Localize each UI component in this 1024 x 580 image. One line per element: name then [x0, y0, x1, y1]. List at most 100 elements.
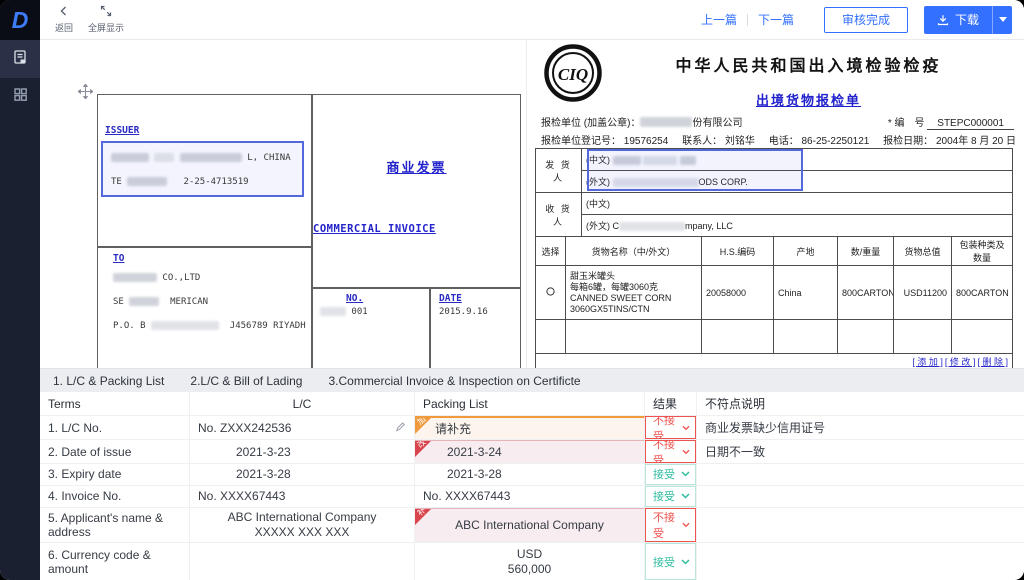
result-select[interactable]: 接受	[645, 485, 696, 507]
result-select[interactable]: 不接受	[645, 440, 696, 463]
term-cell: 5. Applicant's name & address	[40, 507, 190, 543]
goods-name-spec: 每箱6罐，每罐3060克	[570, 281, 659, 292]
goods-hs-cell: 20058000	[701, 265, 774, 320]
consignor-label: 发 货 人	[535, 148, 582, 193]
badge-modify: 改	[415, 441, 431, 457]
date-group: 报检日期： 2004年 8 月 20 日	[883, 132, 1016, 147]
goods-header-origin: 产地	[773, 236, 838, 266]
comparison-section: 1. L/C & Packing List 2.L/C & Bill of La…	[40, 368, 1024, 580]
goods-value-cell: USD11200	[893, 265, 952, 320]
to-prefix: SE	[113, 297, 124, 307]
next-doc-link[interactable]: 下一篇	[757, 13, 794, 27]
goods-header-package: 包装种类及数量	[951, 236, 1013, 266]
term-cell: 6. Currency code & amount	[40, 543, 190, 580]
download-button[interactable]: 下载	[923, 5, 992, 34]
term-cell: 2. Date of issue	[40, 440, 190, 463]
redacted-text	[129, 297, 160, 306]
lc-cell	[190, 543, 415, 580]
result-select[interactable]: 不接受	[645, 416, 696, 439]
result-select[interactable]: 接受	[645, 464, 696, 485]
goods-header-select: 选择	[535, 236, 566, 266]
fullscreen-button[interactable]: 全屏显示	[88, 5, 124, 34]
serial-label: * 编 号	[887, 118, 925, 129]
goods-header-value: 货物总值	[893, 236, 952, 266]
radio-icon[interactable]	[546, 287, 555, 296]
col-packing-list: Packing List	[415, 392, 645, 415]
redacted-text	[154, 153, 175, 162]
goods-header-qty: 数/重量	[837, 236, 894, 266]
compare-row-lc-no: 1. L/C No. No. ZXXX242536 加请补充 不接受 商业发票缺…	[40, 416, 1024, 440]
move-handle-icon[interactable]	[77, 83, 94, 104]
invoice-title-cn: 商业发票	[386, 160, 447, 175]
inspection-subtitle: 出境货物报检单	[755, 93, 861, 108]
contact-label: 联系人：	[682, 136, 723, 147]
to-suffix: MERICAN	[170, 297, 209, 307]
redacted-text	[612, 178, 699, 188]
sidebar: D	[0, 0, 40, 580]
consignee-en-suffix: mpany, LLC	[685, 221, 733, 231]
party-table-wrap: 发 货 人 (中文) (外文) ODS CORP. 收 货 人 (中文)	[535, 148, 1013, 237]
prev-doc-link[interactable]: 上一篇	[700, 13, 737, 27]
term-cell: 1. L/C No.	[40, 416, 190, 439]
col-remark: 不符点说明	[705, 397, 766, 411]
app-logo: D	[0, 0, 40, 40]
tab-lc-packing-list[interactable]: 1. L/C & Packing List	[53, 373, 165, 388]
invoice-page: ISSUER L, CHINA TE 2-25-4713519 TO CO.,L	[97, 94, 521, 368]
lc-cell: 2021-3-23	[190, 440, 415, 463]
reg-group: 报检单位登记号： 19576254	[541, 132, 668, 147]
to-city: J456789 RIYADH	[229, 321, 306, 331]
back-button[interactable]: 返回	[55, 5, 73, 34]
delete-link[interactable]: 删 除	[977, 357, 1008, 367]
review-complete-button[interactable]: 审核完成	[823, 6, 908, 33]
issuer-country: L, CHINA	[247, 153, 291, 163]
tel-number: 2-25-4713519	[183, 177, 249, 187]
redacted-text	[179, 153, 242, 162]
redacted-text	[320, 307, 346, 316]
redacted-text	[679, 156, 696, 166]
to-line-2: SE MERICAN	[113, 297, 208, 307]
inspection-org-row: 报检单位 (加盖公章)： 份有限公司 * 编 号 STEPC000001	[541, 114, 1014, 130]
add-link[interactable]: 添 加	[912, 357, 943, 367]
tab-lc-bill-of-lading[interactable]: 2.L/C & Bill of Lading	[190, 373, 303, 388]
result-select[interactable]: 接受	[645, 543, 696, 580]
redacted-text	[127, 177, 168, 186]
term-cell: 3. Expiry date	[40, 464, 190, 485]
phone-group: 电话： 86-25-2250121	[769, 132, 870, 147]
invoice-no-line: 001	[320, 307, 368, 317]
redacted-text	[113, 273, 157, 282]
svg-text:CIQ: CIQ	[558, 65, 588, 84]
phone-value: 86-25-2250121	[801, 136, 870, 147]
col-terms: Terms	[40, 392, 190, 415]
edit-icon[interactable]	[395, 421, 406, 435]
result-cell: 接受	[645, 485, 697, 507]
sidebar-item-apps[interactable]	[0, 78, 40, 116]
result-select[interactable]: 不接受	[645, 507, 696, 543]
result-cell: 不接受	[645, 507, 697, 543]
invoice-date-label: DATE	[439, 293, 462, 304]
caret-down-icon	[998, 17, 1007, 22]
reg-value: 19576254	[623, 136, 669, 147]
badge-supplement: 补	[415, 509, 431, 525]
invoice-divider	[311, 95, 313, 368]
badge-add: 加	[415, 418, 431, 434]
sidebar-item-documents[interactable]	[0, 40, 40, 78]
to-line-1: CO.,LTD	[113, 273, 200, 283]
pl-value: 2021-3-24	[447, 445, 502, 459]
compare-row-currency: 6. Currency code & amount USD 560,000 接受	[40, 543, 1024, 580]
issuer-tel-line: TE 2-25-4713519	[111, 177, 249, 187]
redacted-text	[619, 222, 686, 232]
issuer-label: ISSUER	[105, 125, 140, 136]
download-dropdown-button[interactable]	[992, 5, 1012, 34]
invoice-date-value: 2015.9.16	[439, 307, 488, 317]
document-icon	[12, 49, 28, 70]
goods-empty-cell	[951, 319, 1013, 354]
chevron-left-icon	[58, 5, 70, 19]
inspection-panel: CIQ 中华人民共和国出入境检验检疫 出境货物报检单 报检单位 (加盖公章)： …	[527, 40, 1024, 368]
goods-name-cn: 甜玉米罐头	[570, 270, 616, 281]
goods-empty-cell	[535, 319, 566, 354]
chevron-down-icon	[682, 425, 690, 430]
modify-link[interactable]: 修 改	[945, 357, 976, 367]
inspection-meta-row: 报检单位登记号： 19576254 联系人： 刘铭华 电话： 86-25-225…	[541, 132, 1016, 147]
cn-label: (中文)	[586, 199, 610, 209]
tab-invoice-inspection[interactable]: 3.Commercial Invoice & Inspection on Cer…	[328, 373, 581, 388]
